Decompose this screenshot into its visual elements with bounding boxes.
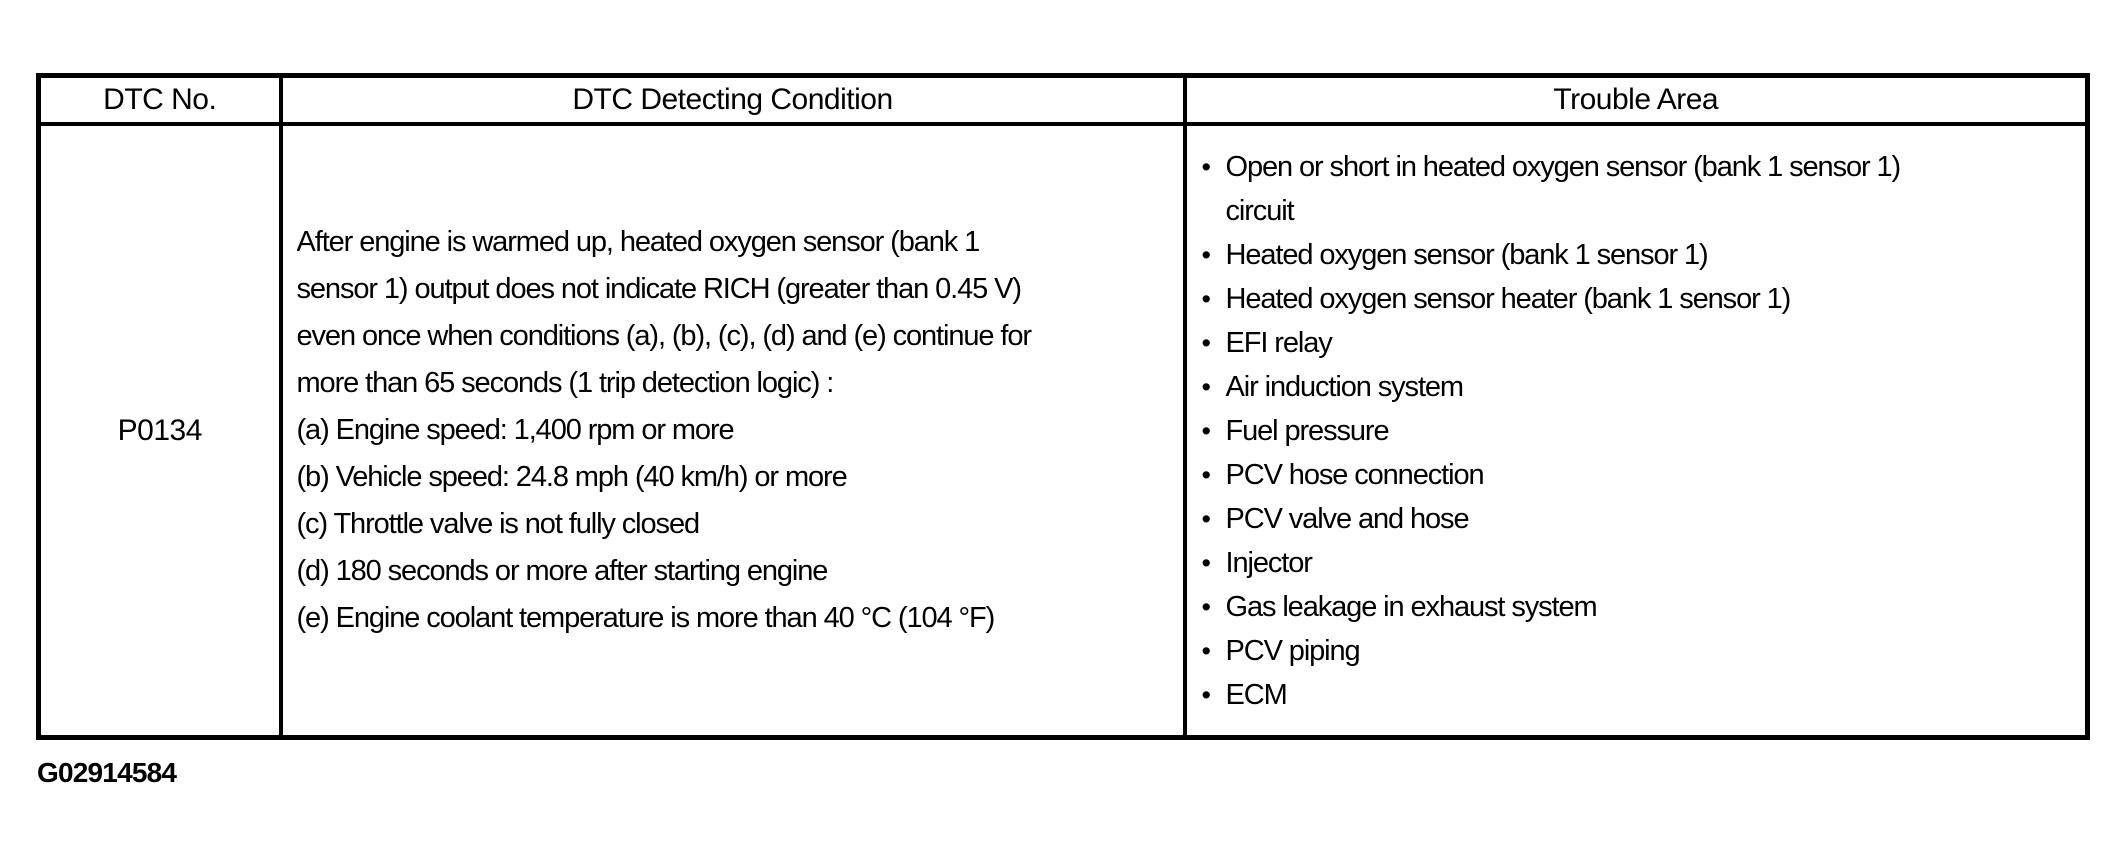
trouble-area-text: Fuel pressure [1225,414,1390,447]
trouble-area-item: • Air induction system [1199,365,2080,409]
bullet-icon: • [1201,371,1212,402]
header-dtc-no: DTC No. [36,73,283,126]
figure-id: G02914584 [37,757,177,788]
trouble-area-item: • EFI relay [1199,321,2080,365]
trouble-area-item: • Open or short in heated oxygen sensor (… [1199,145,2080,189]
trouble-area-item: • PCV valve and hose [1199,497,2080,541]
trouble-area-item: • Gas leakage in exhaust system [1199,585,2080,629]
trouble-area-text: PCV hose connection [1225,458,1485,491]
bullet-icon: • [1201,459,1212,490]
condition-line: After engine is warmed up, heated oxygen… [296,226,981,258]
condition-text-block: After engine is warmed up, heated oxygen… [297,219,1175,642]
trouble-area-item: • PCV hose connection [1199,453,2080,497]
bullet-icon: • [1201,151,1212,182]
header-trouble-area: Trouble Area [1182,73,2090,126]
trouble-area-continuation-line: circuit [1199,189,2080,233]
bullet-icon: • [1201,635,1212,666]
table-row: P0134 After engine is warmed up, heated … [36,122,2090,740]
trouble-area-text: Air induction system [1225,370,1465,403]
trouble-area-text: circuit [1225,194,1295,227]
bullet-icon: • [1201,503,1212,534]
dtc-table: DTC No. DTC Detecting Condition Trouble … [36,73,2090,740]
trouble-area-text: Heated oxygen sensor (bank 1 sensor 1) [1225,238,1709,271]
bullet-icon: • [1201,283,1212,314]
header-dtc-detecting-condition: DTC Detecting Condition [278,73,1187,126]
trouble-area-text: EFI relay [1225,326,1333,359]
trouble-area-text: Heated oxygen sensor heater (bank 1 sens… [1225,282,1792,315]
trouble-area-item: • Heated oxygen sensor heater (bank 1 sen… [1199,277,2080,321]
trouble-area-text: PCV piping [1225,634,1361,667]
condition-line: (b) Vehicle speed: 24.8 mph (40 km/h) or… [296,461,848,493]
trouble-area-item: • Injector [1199,541,2080,585]
condition-line: (d) 180 seconds or more after starting e… [296,555,829,587]
trouble-area-text: Gas leakage in exhaust system [1225,590,1598,623]
trouble-area-text: PCV valve and hose [1225,502,1470,535]
condition-line: even once when conditions (a), (b), (c),… [296,320,1033,352]
trouble-area-list: • Open or short in heated oxygen sensor (… [1199,145,2080,717]
condition-line: (c) Throttle valve is not fully closed [296,508,701,540]
bullet-icon: • [1201,415,1212,446]
bullet-icon: • [1201,679,1212,710]
trouble-area-item: • Fuel pressure [1199,409,2080,453]
detecting-condition-cell: After engine is warmed up, heated oxygen… [278,122,1187,740]
condition-line: (e) Engine coolant temperature is more t… [296,602,996,634]
trouble-area-cell: • Open or short in heated oxygen sensor (… [1182,122,2090,740]
trouble-area-item: • ECM [1199,673,2080,717]
bullet-icon: • [1201,591,1212,622]
bullet-icon: • [1201,239,1212,270]
trouble-area-text: Injector [1225,546,1313,579]
bullet-icon: • [1201,327,1212,358]
condition-line: (a) Engine speed: 1,400 rpm or more [296,414,735,446]
condition-line: more than 65 seconds (1 trip detection l… [296,367,835,399]
table-header-row: DTC No. DTC Detecting Condition Trouble … [36,73,2090,126]
trouble-area-item: • Heated oxygen sensor (bank 1 sensor 1) [1199,233,2080,277]
bullet-icon: • [1201,547,1212,578]
trouble-area-text: Open or short in heated oxygen sensor (b… [1225,150,1902,183]
trouble-area-item: • PCV piping [1199,629,2080,673]
trouble-area-text: ECM [1225,678,1288,711]
dtc-number-cell: P0134 [36,122,283,740]
condition-line: sensor 1) output does not indicate RICH … [296,273,1023,305]
